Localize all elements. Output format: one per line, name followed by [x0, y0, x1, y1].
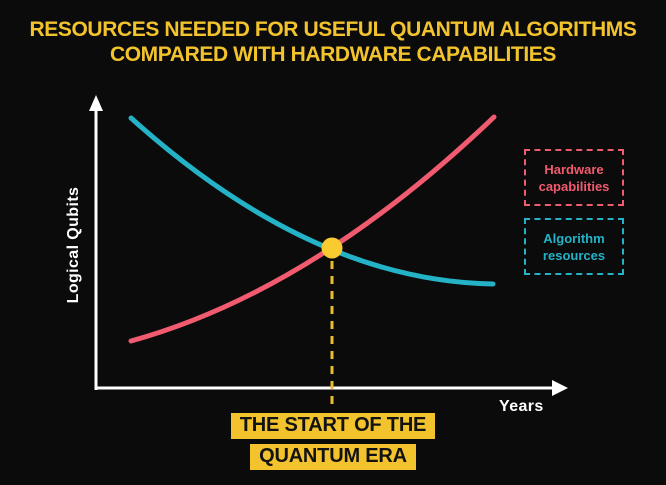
legend-hardware-line2: capabilities: [538, 178, 610, 194]
legend-algorithm-line1: Algorithm: [543, 230, 605, 246]
chart-title-line2: COMPARED WITH HARDWARE CAPABILITIES: [109, 43, 557, 66]
x-axis-arrow-icon: [552, 380, 568, 396]
annotation-row2: QUANTUM ERA: [0, 444, 666, 475]
quantum-era-annotation: THE START OF THE QUANTUM ERA: [0, 413, 666, 475]
intersection-dot: [321, 237, 343, 259]
annotation-row1: THE START OF THE: [0, 413, 666, 444]
legend-hardware-line1: Hardware: [544, 161, 604, 177]
x-axis-label: Years: [499, 398, 544, 415]
annotation-line2: QUANTUM ERA: [250, 444, 416, 470]
legend-algorithm-resources: Algorithm resources: [524, 218, 624, 275]
algorithm-resources-curve: [128, 115, 496, 287]
chart-title: RESOURCES NEEDED FOR USEFUL QUANTUM ALGO…: [0, 17, 666, 67]
annotation-line1: THE START OF THE: [230, 413, 436, 439]
hardware-capabilities-curve: [128, 114, 497, 344]
y-axis-label: Logical Qubits: [65, 186, 82, 304]
chart-title-line1: RESOURCES NEEDED FOR USEFUL QUANTUM ALGO…: [29, 18, 637, 41]
legend-hardware-capabilities: Hardware capabilities: [524, 149, 624, 206]
legend-algorithm-line2: resources: [542, 247, 606, 263]
y-axis-arrow-icon: [89, 95, 103, 111]
